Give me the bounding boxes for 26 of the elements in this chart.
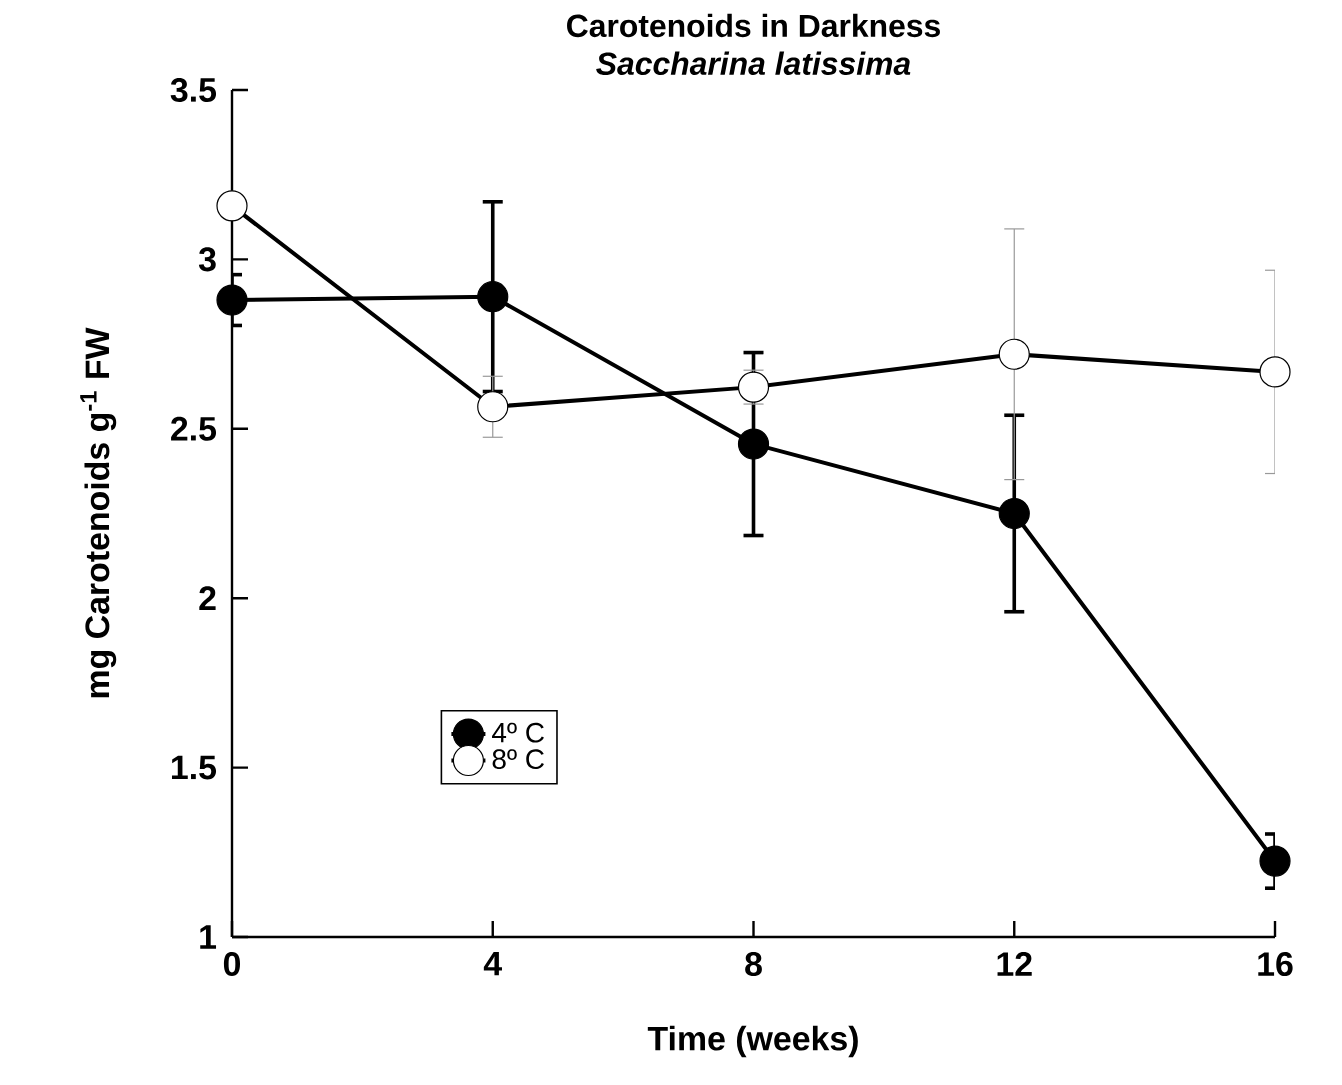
y-tick-label: 3: [198, 247, 216, 272]
x-tick-label: 8: [745, 952, 762, 977]
x-tick-label: 16: [1258, 952, 1293, 977]
point: [737, 428, 770, 460]
x-tick-label: 0: [223, 952, 241, 977]
chart-title: Carotenoids in Darkness: [567, 13, 940, 38]
y-tick-label: 1: [200, 925, 217, 949]
point: [1259, 845, 1291, 877]
point: [477, 391, 509, 423]
point: [998, 497, 1030, 530]
legend-label: 8º C: [492, 749, 544, 770]
legend-label: 4º C: [492, 722, 544, 743]
point: [998, 338, 1030, 370]
y-axis-title: mg Carotenoids g$^{-1}$ FW: [80, 327, 117, 698]
y-tick-label: 2.5: [171, 416, 217, 441]
point: [1259, 356, 1291, 388]
chart-subtitle: Saccharina latissima: [596, 51, 911, 75]
x-tick-label: 4: [483, 952, 502, 976]
point: [216, 190, 248, 222]
point: [477, 281, 509, 313]
y-tick-label: 2: [199, 586, 216, 611]
x-axis-title: Time (weeks): [647, 1025, 858, 1058]
point: [216, 284, 248, 316]
y-tick-label: 1.5: [172, 755, 217, 780]
x-tick-label: 12: [997, 952, 1032, 976]
y-tick-label: 3.5: [170, 77, 217, 102]
